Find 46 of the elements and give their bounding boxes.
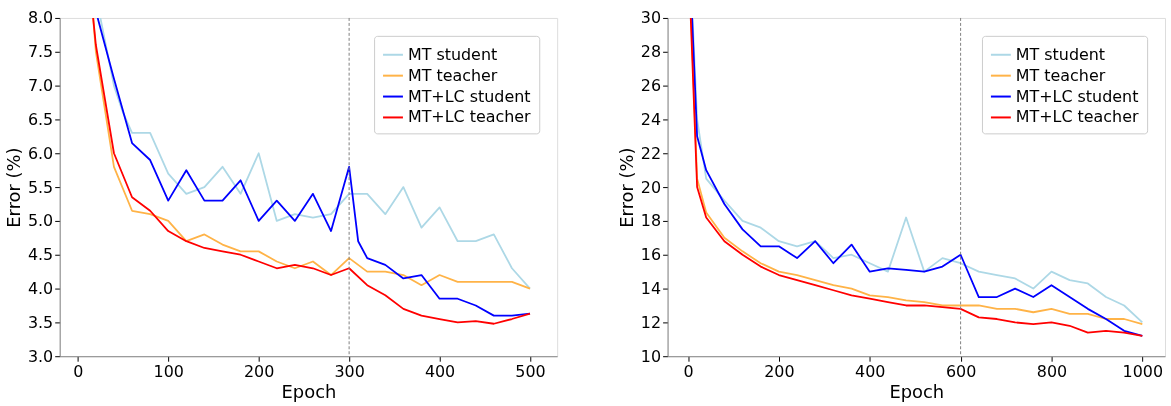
legend-label: MT+LC teacher bbox=[1015, 107, 1139, 127]
y-tick-label: 3.0 bbox=[27, 346, 54, 366]
x-tick-label: 800 bbox=[1036, 361, 1068, 381]
y-tick-label: 4.0 bbox=[27, 279, 54, 299]
y-tick-label: 20 bbox=[640, 177, 662, 197]
x-axis-title: Epoch bbox=[889, 380, 945, 402]
legend-label: MT+LC student bbox=[1015, 86, 1139, 106]
x-tick-label: 400 bbox=[424, 361, 456, 381]
y-tick-label: 6.5 bbox=[27, 109, 54, 129]
legend-label: MT student bbox=[1015, 44, 1106, 64]
y-tick-label: 6.0 bbox=[27, 143, 54, 163]
x-axis-title: Epoch bbox=[281, 380, 337, 402]
legend-label: MT+LC teacher bbox=[407, 107, 532, 127]
y-tick-label: 26 bbox=[640, 76, 662, 96]
x-tick-label: 400 bbox=[855, 361, 886, 381]
x-tick-label: 1000 bbox=[1122, 361, 1164, 381]
x-tick-label: 100 bbox=[153, 361, 184, 381]
y-tick-label: 10 bbox=[640, 346, 662, 366]
y-tick-label: 12 bbox=[640, 312, 662, 332]
y-tick-label: 30 bbox=[640, 8, 662, 28]
y-tick-label: 8.0 bbox=[27, 8, 54, 28]
y-tick-label: 7.0 bbox=[27, 76, 54, 96]
y-tick-label: 16 bbox=[640, 245, 662, 265]
x-tick-label: 200 bbox=[243, 361, 275, 381]
y-tick-label: 5.5 bbox=[27, 177, 54, 197]
y-tick-label: 4.5 bbox=[27, 245, 54, 265]
y-axis-title: Error (%) bbox=[615, 147, 637, 228]
y-axis-title: Error (%) bbox=[2, 147, 24, 228]
x-tick-label: 0 bbox=[73, 361, 84, 381]
x-tick-label: 0 bbox=[683, 361, 694, 381]
y-tick-label: 3.5 bbox=[27, 312, 54, 332]
y-tick-label: 5.0 bbox=[27, 211, 54, 231]
x-tick-label: 300 bbox=[334, 361, 365, 381]
y-tick-label: 24 bbox=[640, 109, 662, 129]
y-tick-label: 28 bbox=[640, 42, 662, 62]
legend-label: MT teacher bbox=[1015, 65, 1106, 85]
legend-label: MT teacher bbox=[407, 65, 498, 85]
legend-label: MT+LC student bbox=[407, 86, 531, 106]
legend-label: MT student bbox=[407, 44, 498, 64]
x-tick-label: 200 bbox=[764, 361, 795, 381]
y-tick-label: 22 bbox=[640, 143, 662, 163]
x-tick-label: 500 bbox=[515, 361, 546, 381]
y-tick-label: 7.5 bbox=[27, 42, 54, 62]
y-tick-label: 14 bbox=[640, 279, 662, 299]
x-tick-label: 600 bbox=[945, 361, 977, 381]
y-tick-label: 18 bbox=[640, 211, 662, 231]
